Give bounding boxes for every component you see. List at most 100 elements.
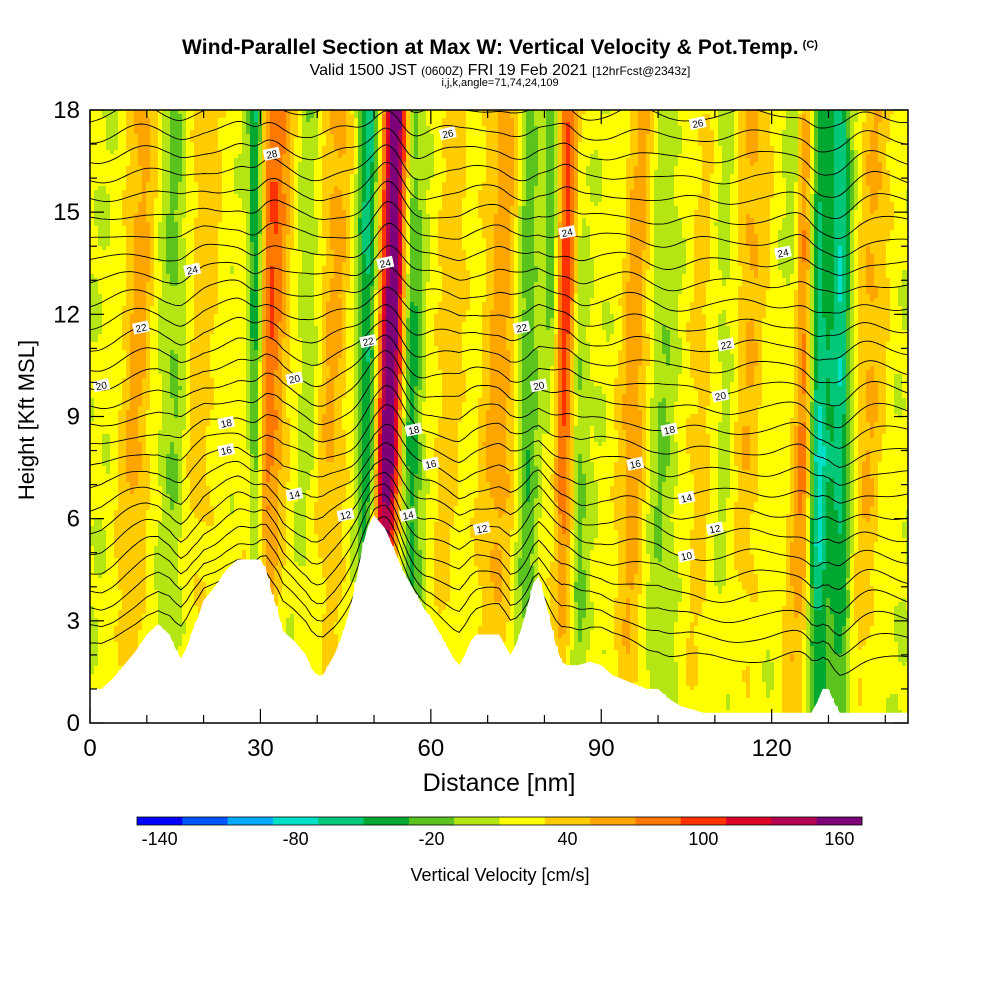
- velocity-cell: [94, 442, 98, 446]
- velocity-cell: [138, 418, 142, 422]
- velocity-cell: [202, 246, 206, 250]
- velocity-cell: [222, 206, 226, 210]
- velocity-cell: [126, 646, 130, 650]
- velocity-cell: [146, 514, 150, 518]
- velocity-cell: [206, 142, 210, 146]
- velocity-cell: [166, 538, 170, 542]
- velocity-cell: [150, 402, 154, 406]
- velocity-cell: [98, 578, 102, 582]
- velocity-cell: [198, 410, 202, 414]
- velocity-cell: [238, 310, 242, 314]
- velocity-cell: [106, 234, 110, 238]
- velocity-cell: [106, 598, 110, 602]
- velocity-cell: [158, 290, 162, 294]
- velocity-cell: [202, 374, 206, 378]
- velocity-cell: [234, 266, 238, 270]
- velocity-cell: [194, 186, 198, 190]
- velocity-cell: [110, 258, 114, 262]
- velocity-cell: [138, 470, 142, 474]
- velocity-cell: [122, 394, 126, 398]
- velocity-cell: [106, 654, 110, 658]
- velocity-cell: [142, 458, 146, 462]
- velocity-cell: [190, 366, 194, 370]
- velocity-cell: [170, 310, 174, 314]
- velocity-cell: [154, 594, 158, 598]
- velocity-cell: [214, 314, 218, 318]
- velocity-cell: [146, 530, 150, 534]
- velocity-cell: [94, 542, 98, 546]
- velocity-cell: [218, 182, 222, 186]
- velocity-cell: [194, 606, 198, 610]
- velocity-cell: [198, 202, 202, 206]
- velocity-cell: [118, 462, 122, 466]
- velocity-cell: [166, 346, 170, 350]
- velocity-cell: [202, 450, 206, 454]
- velocity-cell: [170, 542, 174, 546]
- velocity-cell: [170, 130, 174, 134]
- velocity-cell: [214, 218, 218, 222]
- velocity-cell: [234, 178, 238, 182]
- velocity-cell: [154, 458, 158, 462]
- velocity-cell: [98, 474, 102, 478]
- velocity-cell: [166, 126, 170, 130]
- velocity-cell: [130, 178, 134, 182]
- velocity-cell: [222, 370, 226, 374]
- velocity-cell: [230, 238, 234, 242]
- velocity-cell: [210, 342, 214, 346]
- velocity-cell: [106, 230, 110, 234]
- velocity-cell: [154, 118, 158, 122]
- velocity-cell: [142, 130, 146, 134]
- velocity-cell: [162, 242, 166, 246]
- velocity-cell: [130, 538, 134, 542]
- velocity-cell: [234, 494, 238, 498]
- velocity-cell: [198, 238, 202, 242]
- velocity-cell: [142, 530, 146, 534]
- velocity-cell: [142, 338, 146, 342]
- velocity-cell: [146, 394, 150, 398]
- velocity-cell: [238, 370, 242, 374]
- velocity-cell: [170, 122, 174, 126]
- velocity-cell: [182, 514, 186, 518]
- velocity-cell: [106, 310, 110, 314]
- velocity-cell: [102, 562, 106, 566]
- velocity-cell: [206, 398, 210, 402]
- velocity-cell: [158, 134, 162, 138]
- velocity-cell: [174, 150, 178, 154]
- velocity-cell: [214, 550, 218, 554]
- velocity-cell: [202, 270, 206, 274]
- velocity-cell: [102, 402, 106, 406]
- velocity-cell: [238, 402, 242, 406]
- velocity-cell: [198, 342, 202, 346]
- velocity-cell: [118, 518, 122, 522]
- velocity-cell: [122, 370, 126, 374]
- velocity-cell: [174, 274, 178, 278]
- velocity-cell: [154, 238, 158, 242]
- velocity-cell: [106, 242, 110, 246]
- velocity-cell: [94, 434, 98, 438]
- velocity-cell: [122, 302, 126, 306]
- velocity-cell: [146, 598, 150, 602]
- velocity-cell: [190, 342, 194, 346]
- velocity-cell: [122, 566, 126, 570]
- velocity-cell: [222, 530, 226, 534]
- velocity-cell: [174, 634, 178, 638]
- velocity-cell: [194, 162, 198, 166]
- velocity-cell: [114, 442, 118, 446]
- velocity-cell: [166, 290, 170, 294]
- velocity-cell: [134, 282, 138, 286]
- velocity-cell: [198, 470, 202, 474]
- velocity-cell: [222, 254, 226, 258]
- velocity-cell: [122, 118, 126, 122]
- velocity-cell: [122, 654, 126, 658]
- velocity-cell: [210, 254, 214, 258]
- velocity-cell: [182, 282, 186, 286]
- velocity-cell: [174, 578, 178, 582]
- velocity-cell: [122, 478, 126, 482]
- velocity-cell: [238, 150, 242, 154]
- velocity-cell: [118, 470, 122, 474]
- velocity-cell: [178, 222, 182, 226]
- velocity-cell: [178, 438, 182, 442]
- velocity-cell: [150, 194, 154, 198]
- velocity-cell: [202, 566, 206, 570]
- velocity-cell: [94, 154, 98, 158]
